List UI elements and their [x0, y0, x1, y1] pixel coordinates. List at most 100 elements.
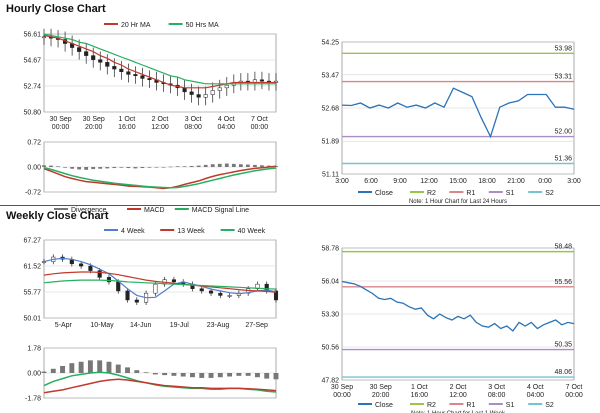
hourly-intraday-ytick-label: 51.11 [322, 172, 339, 179]
hourly-divergence-bar [77, 167, 82, 170]
hourly-level-r2-label: 53.98 [554, 45, 572, 52]
weekly-price-ytick-label: 67.27 [23, 238, 41, 245]
weekly-section-title: Weekly Close Chart [6, 210, 109, 222]
hourly-candle [203, 94, 208, 98]
hourly-divergence-bar [147, 167, 152, 168]
weekly-intraday-ytick-label: 58.78 [321, 246, 339, 253]
weekly-candle [134, 299, 139, 303]
hourly-candle [217, 87, 222, 91]
weekly-price-frame [43, 239, 277, 319]
weekly-intraday-ytick-label: 56.04 [321, 279, 339, 286]
hourly-intraday-legend-label: S2 [545, 190, 554, 197]
weekly-candle [97, 270, 102, 278]
hourly-price-ytick-label: 54.67 [23, 58, 41, 65]
hourly-section-title: Hourly Close Chart [6, 3, 106, 15]
hourly-divergence-bar [119, 167, 124, 168]
hourly-price-xtick: 4 Oct 04:00 [218, 116, 236, 131]
weekly-divergence-bar [60, 365, 66, 373]
weekly-level-s2-label: 48.06 [554, 369, 572, 376]
weekly-intraday-xtick: 4 Oct 04:00 [527, 384, 545, 399]
hourly-candle [84, 51, 89, 56]
hourly-macd-line [43, 165, 277, 190]
weekly-divergence-bar [227, 373, 233, 377]
hourly-macd-legend-label: MACD Signal Line [192, 207, 249, 214]
hourly-divergence-bar [56, 166, 60, 167]
hourly-candle [147, 78, 152, 81]
hourly-price-xtick: 7 Oct 00:00 [251, 116, 269, 131]
hourly-candle [112, 66, 117, 70]
hourly-candle [77, 47, 82, 52]
hourly-price-xtick: 30 Sep 20:00 [83, 116, 105, 131]
weekly-divergence-bar [87, 360, 93, 373]
hourly-candle [259, 79, 264, 82]
weekly-divergence-bar [245, 373, 251, 376]
weekly-divergence-bar [152, 373, 158, 375]
weekly-price-xtick: 10-May [90, 322, 114, 329]
hourly-level-s2-label: 51.36 [554, 155, 572, 162]
weekly-divergence-bar [125, 367, 130, 373]
hourly-intraday-xtick: 12:00 [420, 178, 438, 185]
hourly-price-xtick: 2 Oct 12:00 [151, 116, 169, 131]
weekly-divergence-bar [106, 361, 112, 373]
weekly-price-ytick-label: 50.01 [23, 316, 41, 323]
hourly-ma50-line [43, 33, 276, 85]
hourly-divergence-bar [63, 167, 67, 168]
weekly-divergence-bar [236, 373, 242, 376]
hourly-macd-legend-label: Divergence [71, 207, 107, 214]
hourly-intraday-xtick: 3:00 [335, 178, 349, 185]
weekly-divergence-bar [162, 373, 168, 376]
hourly-divergence-bar [224, 163, 229, 167]
weekly-price-ytick-label: 61.52 [23, 263, 41, 270]
weekly-divergence-bar [97, 360, 103, 373]
section-divider [0, 205, 600, 206]
weekly-macd-ytick-label: 0.00 [27, 371, 41, 378]
hourly-intraday-xtick: 21:00 [507, 178, 525, 185]
hourly-candle [105, 62, 110, 67]
hourly-divergence-bar [231, 163, 236, 167]
hourly-intraday-xtick: 15:00 [449, 178, 467, 185]
weekly-divergence-bar [143, 372, 149, 373]
hourly-divergence-bar [210, 164, 215, 167]
weekly-intraday-ytick-label: 47.82 [321, 378, 339, 385]
hourly-candle [196, 94, 201, 98]
hourly-candle [182, 87, 187, 93]
weekly-intraday-legend-label: S2 [545, 402, 554, 409]
weekly-price-legend-label: 4 Week [121, 228, 145, 235]
hourly-price-xtick: 1 Oct 16:00 [118, 116, 136, 131]
hourly-intraday-legend-label: Close [375, 190, 393, 197]
weekly-candle [116, 281, 121, 292]
hourly-signal-line [43, 166, 277, 189]
hourly-macd-ytick-label: 0.72 [27, 140, 41, 147]
hourly-intraday-xtick: 18:00 [478, 178, 496, 185]
weekly-signal-line [43, 378, 277, 394]
hourly-macd-ytick-label: 0.00 [27, 165, 41, 172]
weekly-candle [79, 263, 84, 267]
hourly-candle [98, 59, 103, 63]
hourly-level-r1-label: 53.31 [554, 74, 572, 81]
hourly-candle [133, 74, 138, 77]
hourly-candle [140, 75, 145, 79]
weekly-ma40-line [43, 279, 277, 290]
weekly-level-r2-label: 58.48 [554, 244, 572, 251]
weekly-intraday-legend-label: R1 [466, 402, 475, 409]
weekly-candle [88, 265, 93, 271]
weekly-level-s1-label: 50.35 [554, 342, 572, 349]
weekly-divergence-bar [134, 370, 140, 373]
weekly-intraday-legend-label: R2 [427, 402, 436, 409]
hourly-price-legend-label: 50 Hrs MA [186, 22, 219, 29]
weekly-ma4-line [43, 257, 277, 299]
weekly-candle [208, 290, 214, 294]
weekly-divergence-bar [254, 373, 260, 378]
hourly-divergence-bar [49, 165, 53, 167]
hourly-price-ytick-label: 52.74 [23, 83, 41, 90]
hourly-price-ytick-label: 56.61 [23, 32, 41, 39]
weekly-price-xtick: 5-Apr [55, 322, 73, 329]
hourly-divergence-bar [98, 167, 103, 169]
hourly-price-ytick-label: 50.80 [23, 110, 41, 117]
hourly-intraday-ytick-label: 52.68 [321, 106, 339, 113]
weekly-candle [218, 292, 223, 296]
weekly-intraday-xtick: 2 Oct 12:00 [449, 384, 467, 399]
hourly-candle [41, 36, 47, 39]
hourly-divergence-bar [203, 164, 208, 167]
